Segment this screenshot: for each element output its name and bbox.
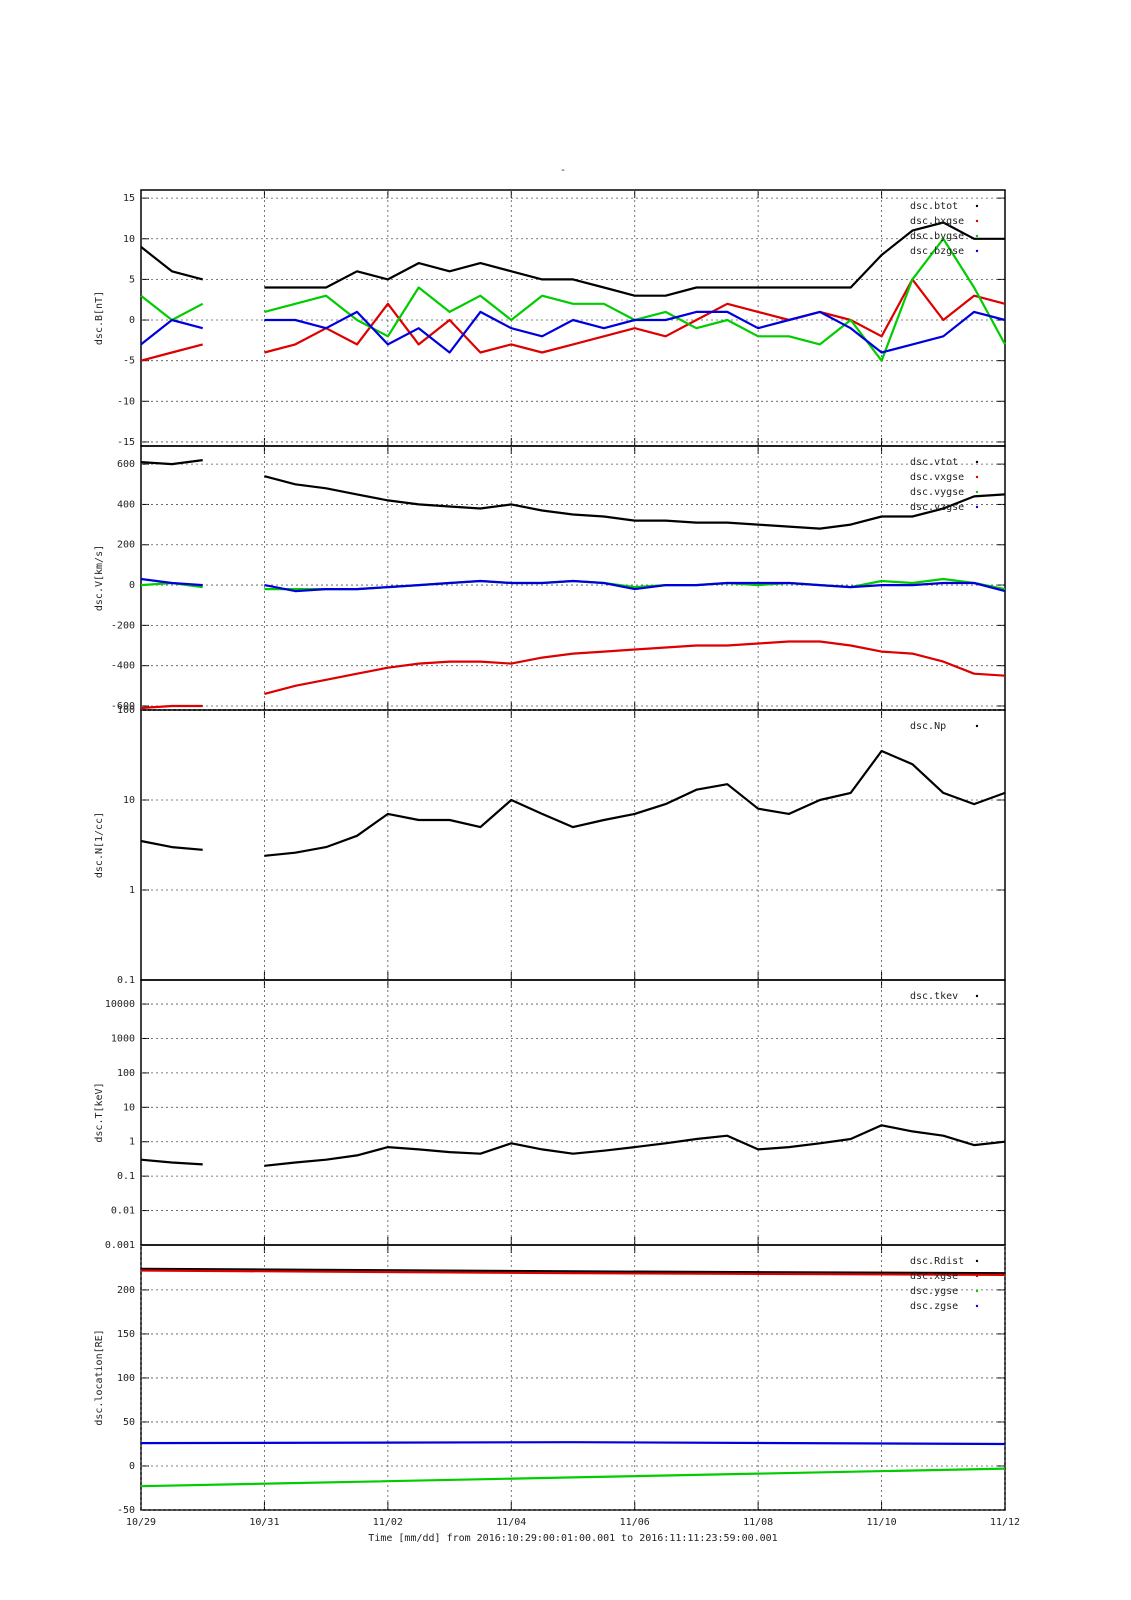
legend-label: dsc.bxgse bbox=[910, 216, 964, 227]
series-line bbox=[140, 1441, 1006, 1446]
y-tick-label: 200 bbox=[117, 1285, 135, 1296]
plot-frame bbox=[140, 445, 1006, 711]
plot-frame bbox=[140, 189, 1006, 447]
series-line bbox=[140, 237, 1006, 362]
y-tick-label: 200 bbox=[117, 540, 135, 551]
x-axis-label: Time [mm/dd] from 2016:10:29:00:01:00.00… bbox=[368, 1533, 777, 1544]
plot-frame bbox=[140, 979, 1006, 1246]
y-tick-label: 100 bbox=[117, 1068, 135, 1079]
y-tick-label: 10 bbox=[123, 795, 135, 806]
legend-marker bbox=[975, 460, 979, 464]
y-tick-label: -200 bbox=[111, 620, 135, 631]
x-tick-label: 11/06 bbox=[620, 1517, 650, 1528]
x-tick-label: 10/31 bbox=[249, 1517, 279, 1528]
y-axis-label: dsc.T[keV] bbox=[94, 1082, 105, 1142]
legend-marker bbox=[975, 475, 979, 479]
legend-marker bbox=[975, 994, 979, 998]
legend-label: dsc.tkev bbox=[910, 991, 958, 1002]
y-tick-label: 100 bbox=[117, 1373, 135, 1384]
y-tick-label: 10000 bbox=[105, 999, 135, 1010]
legend-marker bbox=[975, 1274, 979, 1278]
y-tick-label: -400 bbox=[111, 661, 135, 672]
y-tick-label: 10 bbox=[123, 234, 135, 245]
y-tick-label: 0 bbox=[129, 580, 135, 591]
y-tick-label: 0.01 bbox=[111, 1206, 135, 1217]
legend-label: dsc.vzgse bbox=[910, 502, 964, 513]
legend-marker bbox=[975, 234, 979, 238]
legend-marker bbox=[975, 724, 979, 728]
legend-label: dsc.Rdist bbox=[910, 1256, 964, 1267]
y-tick-label: 0.001 bbox=[105, 1240, 135, 1251]
x-tick-label: 11/02 bbox=[373, 1517, 403, 1528]
y-tick-label: 100 bbox=[117, 705, 135, 716]
y-tick-label: -50 bbox=[117, 1505, 135, 1516]
y-tick-label: 1000 bbox=[111, 1033, 135, 1044]
series-line bbox=[140, 1269, 1006, 1276]
series-line bbox=[140, 310, 1006, 354]
series-line bbox=[140, 221, 1005, 297]
legend-marker bbox=[975, 505, 979, 509]
y-tick-label: 1 bbox=[129, 1137, 135, 1148]
series-line bbox=[140, 577, 1006, 593]
y-tick-label: -600 bbox=[111, 701, 135, 712]
series-line bbox=[140, 1467, 1006, 1488]
legend-label: dsc.bzgse bbox=[910, 246, 964, 257]
legend-marker bbox=[975, 1289, 979, 1293]
series-line bbox=[140, 1267, 1006, 1275]
legend-marker bbox=[975, 1304, 979, 1308]
y-tick-label: 0 bbox=[129, 1461, 135, 1472]
y-tick-label: 1 bbox=[129, 885, 135, 896]
y-tick-label: 50 bbox=[123, 1417, 135, 1428]
series-line bbox=[140, 640, 1006, 710]
x-tick-label: 11/04 bbox=[496, 1517, 526, 1528]
series-line bbox=[140, 459, 1006, 530]
y-axis-label: dsc.N[1/cc] bbox=[94, 812, 105, 878]
y-axis-label: dsc.V[km/s] bbox=[94, 545, 105, 611]
x-tick-label: 11/08 bbox=[743, 1517, 773, 1528]
x-tick-label: 11/12 bbox=[990, 1517, 1020, 1528]
y-tick-label: 150 bbox=[117, 1329, 135, 1340]
y-tick-label: 0 bbox=[129, 315, 135, 326]
y-tick-label: -10 bbox=[117, 396, 135, 407]
legend-label: dsc.btot bbox=[910, 201, 958, 212]
legend-label: dsc.vygse bbox=[910, 487, 964, 498]
y-tick-label: 5 bbox=[129, 274, 135, 285]
series-line bbox=[140, 749, 1006, 857]
chart-title: - bbox=[560, 165, 566, 176]
legend-marker bbox=[975, 249, 979, 253]
legend-marker bbox=[975, 219, 979, 223]
legend-label: dsc.ygse bbox=[910, 1286, 958, 1297]
x-tick-label: 10/29 bbox=[126, 1517, 156, 1528]
legend-label: dsc.zgse bbox=[910, 1301, 958, 1312]
legend-label: dsc.xgse bbox=[910, 1271, 958, 1282]
x-tick-label: 11/10 bbox=[867, 1517, 897, 1528]
legend-label: dsc.vtot bbox=[910, 457, 958, 468]
y-tick-label: 600 bbox=[117, 459, 135, 470]
series-line bbox=[140, 278, 1006, 362]
legend-marker bbox=[975, 1259, 979, 1263]
legend-label: dsc.vxgse bbox=[910, 472, 964, 483]
y-tick-label: -5 bbox=[123, 356, 135, 367]
y-tick-label: 0.1 bbox=[117, 975, 135, 986]
series-line bbox=[140, 1124, 1006, 1167]
y-tick-label: 15 bbox=[123, 193, 135, 204]
legend-label: dsc.bygse bbox=[910, 231, 964, 242]
y-axis-label: dsc.B[nT] bbox=[94, 291, 105, 345]
y-tick-label: 0.1 bbox=[117, 1171, 135, 1182]
legend-label: dsc.Np bbox=[910, 721, 946, 732]
legend-marker bbox=[975, 490, 979, 494]
plot-frame bbox=[140, 709, 1006, 981]
y-tick-label: -15 bbox=[117, 437, 135, 448]
legend-marker bbox=[975, 204, 979, 208]
y-tick-label: 400 bbox=[117, 499, 135, 510]
y-tick-label: 10 bbox=[123, 1102, 135, 1113]
y-axis-label: dsc.location[RE] bbox=[94, 1329, 105, 1425]
